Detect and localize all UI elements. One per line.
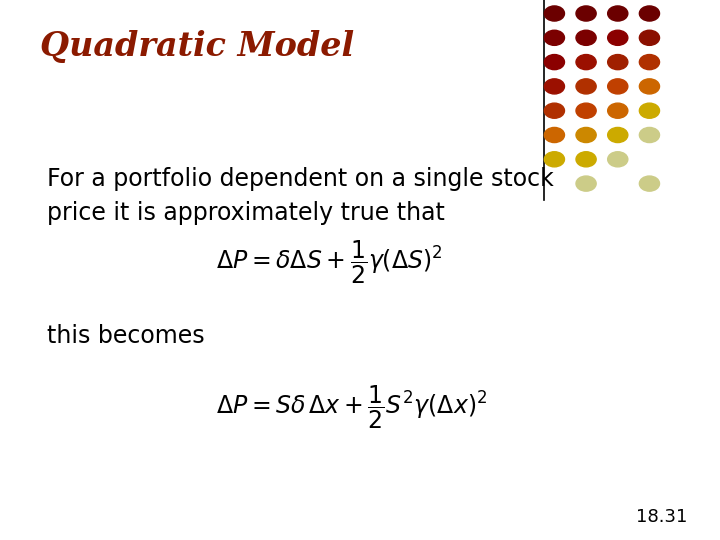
Circle shape xyxy=(544,30,564,45)
Circle shape xyxy=(608,127,628,143)
Circle shape xyxy=(639,79,660,94)
Circle shape xyxy=(608,152,628,167)
Text: For a portfolio dependent on a single stock
price it is approximately true that: For a portfolio dependent on a single st… xyxy=(47,167,554,225)
Circle shape xyxy=(544,79,564,94)
Circle shape xyxy=(639,55,660,70)
Circle shape xyxy=(576,6,596,21)
Circle shape xyxy=(576,103,596,118)
Circle shape xyxy=(608,55,628,70)
Circle shape xyxy=(576,79,596,94)
Circle shape xyxy=(544,103,564,118)
Circle shape xyxy=(576,152,596,167)
Text: this becomes: this becomes xyxy=(47,324,204,348)
Circle shape xyxy=(544,6,564,21)
Circle shape xyxy=(576,127,596,143)
Circle shape xyxy=(576,30,596,45)
Circle shape xyxy=(608,30,628,45)
Circle shape xyxy=(544,127,564,143)
Circle shape xyxy=(639,127,660,143)
Circle shape xyxy=(639,176,660,191)
Circle shape xyxy=(608,79,628,94)
Circle shape xyxy=(639,103,660,118)
Circle shape xyxy=(639,6,660,21)
Text: $\Delta P = S\delta \, \Delta x + \dfrac{1}{2}S^2\gamma (\Delta x)^2$: $\Delta P = S\delta \, \Delta x + \dfrac… xyxy=(216,384,487,431)
Circle shape xyxy=(608,103,628,118)
Circle shape xyxy=(576,55,596,70)
Circle shape xyxy=(608,6,628,21)
Text: 18.31: 18.31 xyxy=(636,509,688,526)
Circle shape xyxy=(544,55,564,70)
Text: $\Delta P = \delta \Delta S + \dfrac{1}{2}\gamma (\Delta S)^2$: $\Delta P = \delta \Delta S + \dfrac{1}{… xyxy=(216,238,443,286)
Circle shape xyxy=(639,30,660,45)
Text: Quadratic Model: Quadratic Model xyxy=(40,30,354,63)
Circle shape xyxy=(576,176,596,191)
Circle shape xyxy=(544,152,564,167)
